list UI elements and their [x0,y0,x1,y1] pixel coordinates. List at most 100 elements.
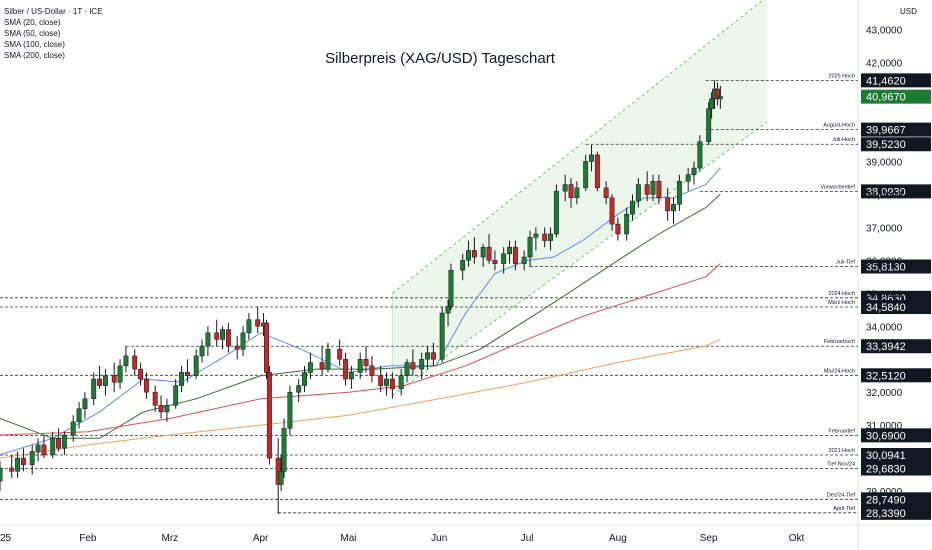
candle-body-99 [671,204,676,212]
level-price-label-7: 33,3942 [866,341,906,353]
indicator-sma-50: SMA (50, close) [4,29,61,38]
candle-body-92 [624,213,630,235]
candle-body-9 [61,434,67,449]
channel-upper-line [392,0,764,294]
candle-body-61 [410,362,416,370]
trend-channel-fill [392,0,768,396]
level-price-box-0 [861,73,931,88]
candle-body-45 [296,385,302,393]
candle-body-12 [82,398,88,409]
candle-body-3 [20,457,26,465]
candle-body-32 [220,329,226,340]
candle-body-85 [574,187,580,198]
candle-body-49 [325,349,331,370]
candle-body-25 [173,385,179,406]
candle-body-75 [507,246,512,255]
candle-body-13 [91,378,97,400]
candle-body-62 [419,358,425,370]
candle-body-8 [56,438,62,449]
candle-body-79 [533,233,539,238]
candle-body-1 [9,467,15,472]
level-price-label-1: 39,9667 [866,125,906,137]
candle-body-52 [348,372,354,380]
x-tick-9: Okt [789,533,805,544]
y-tick-4: 37,0000 [866,223,903,234]
level-name-1: August-Hoch [823,123,855,129]
x-tick-4: Mai [340,533,356,544]
candle-body-34 [234,345,240,350]
candle-body-108 [717,96,723,100]
y-tick-10: 29,0000 [866,487,903,498]
candle-body-30 [205,332,211,347]
candle-body-42 [278,471,284,485]
candle-body-77 [521,256,527,264]
level-price-box-13 [861,505,931,520]
level-name-6: März-Hoch [828,300,855,306]
candle-body-95 [644,184,650,195]
y-tick-8: 32,0000 [866,388,903,399]
candle-body-93 [630,200,635,215]
candle-body-107 [714,88,720,100]
level-price-label-0: 41,4620 [866,75,906,87]
candle-body-37 [255,319,261,327]
level-price-box-8 [861,368,931,383]
candle-body-23 [158,405,164,413]
y-tick-7: 34,0000 [866,322,903,333]
candle-body-87 [589,154,594,162]
candle-body-27 [184,372,190,376]
candle-body-50 [337,349,343,360]
candle-body-82 [553,190,559,235]
level-name-7: Februarhoch [824,339,855,345]
symbol-line: Silber / US-Dollar · 1T · ICE [4,7,103,16]
y-tick-1: 42,0000 [866,59,903,70]
candle-body-60 [404,362,410,376]
candle-body-91 [615,223,621,235]
candle-body-28 [193,355,199,376]
candle-body-17 [117,365,123,383]
candle-body-102 [691,167,697,175]
last-price-label: 40,9670 [866,92,906,104]
indicator-sma-100: SMA (100, close) [4,40,65,49]
candle-body-16 [111,375,117,383]
candle-body-48 [319,362,325,370]
candle-body-51 [343,358,348,380]
candle-body-74 [501,253,507,264]
candle-body-20 [138,368,144,380]
candle-body-46 [302,372,307,386]
candle-body-0 [0,467,3,482]
level-price-label-3: 38,0930 [866,186,906,198]
candle-body-43 [281,428,287,472]
level-price-box-7 [861,339,931,354]
candle-body-53 [357,358,363,373]
candle-body-36 [246,319,252,334]
candle-body-2 [15,457,21,472]
level-price-box-10 [861,447,931,462]
level-price-box-2 [861,137,931,152]
candle-body-47 [307,362,313,373]
level-price-box-12 [861,492,931,507]
y-tick-3: 38,0000 [866,190,903,201]
level-name-9: Februartief [828,428,855,434]
level-price-label-12: 28,7490 [866,494,906,506]
candle-body-33 [225,329,231,347]
level-price-box-3 [861,184,931,199]
candle-body-72 [486,246,492,261]
candle-body-6 [41,444,47,456]
candle-body-31 [214,332,220,340]
candle-body-5 [35,444,41,452]
level-price-label-6: 34,5840 [866,302,906,314]
candle-body-56 [378,375,384,386]
level-name-11: Tief Nov/24 [827,462,855,468]
indicator-sma-20: SMA (20, close) [4,18,61,27]
indicator-sma-200: SMA (200, close) [4,51,65,60]
x-tick-6: Jul [521,533,534,544]
level-price-label-10: 30,0941 [866,450,906,462]
x-tick-1: Feb [79,533,97,544]
y-tick-6: 35,0000 [866,289,903,300]
level-price-box-1 [861,122,931,137]
y-tick-0: 43,0000 [866,26,903,37]
candle-body-98 [665,197,671,212]
candle-body-81 [548,233,553,241]
level-name-13: April-Tief [833,506,855,512]
candle-body-19 [132,355,138,370]
